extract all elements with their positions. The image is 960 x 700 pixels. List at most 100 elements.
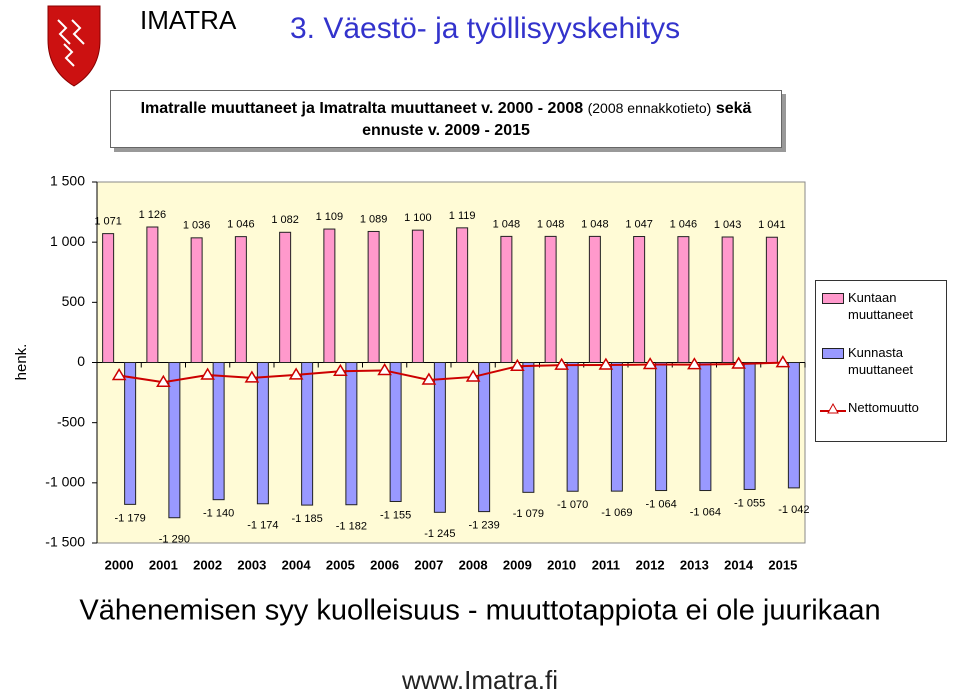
- value-label: -1 174: [247, 520, 278, 532]
- marker: [687, 357, 702, 370]
- value-label: 1 041: [758, 219, 786, 231]
- conclusion: Vähenemisen syy kuolleisuus - muuttotapp…: [79, 595, 880, 627]
- marker: [156, 374, 171, 387]
- bar: [633, 236, 646, 363]
- value-label: -1 069: [601, 507, 632, 519]
- bar: [279, 231, 292, 363]
- y-tick-label: 1 500: [50, 173, 85, 189]
- x-tick-label: 2012: [636, 557, 665, 572]
- value-label: -1 185: [292, 513, 323, 525]
- bar: [411, 229, 424, 363]
- chart-title-note: (2008 ennakkotieto): [587, 100, 712, 116]
- x-tick-label: 2015: [768, 557, 797, 572]
- x-tick-label: 2011: [592, 557, 620, 572]
- x-tick-label: 2007: [414, 557, 443, 572]
- bar: [323, 228, 336, 363]
- legend-label: Nettomuutto: [848, 400, 919, 415]
- value-label: -1 079: [513, 508, 544, 520]
- x-tick-label: 2004: [282, 557, 312, 572]
- value-label: -1 155: [380, 509, 411, 521]
- bar: [522, 362, 535, 493]
- value-label: 1 036: [183, 220, 211, 232]
- bar: [301, 362, 314, 506]
- value-label: 1 048: [493, 218, 521, 230]
- marker: [554, 357, 569, 370]
- bar: [721, 236, 734, 364]
- y-tick-label: -1 500: [45, 534, 85, 550]
- value-label: 1 047: [625, 218, 653, 230]
- bar: [699, 362, 712, 492]
- bar: [367, 230, 380, 363]
- value-label: -1 064: [646, 498, 677, 510]
- bar: [102, 233, 115, 363]
- value-label: 1 109: [316, 211, 344, 223]
- legend: Kuntaan muuttaneet Kunnasta muuttaneet Net…: [815, 280, 947, 442]
- bar: [124, 362, 137, 505]
- x-tick-label: 2010: [547, 557, 576, 572]
- x-tick-label: 2003: [237, 557, 266, 572]
- x-tick-label: 2006: [370, 557, 399, 572]
- x-tick-label: 2009: [503, 557, 532, 572]
- marker: [642, 357, 658, 370]
- y-tick-label: -1 000: [45, 474, 85, 490]
- marker: [731, 356, 746, 369]
- marker: [421, 372, 437, 385]
- value-label: -1 182: [336, 521, 367, 533]
- bar: [433, 362, 446, 513]
- legend-swatch: [820, 401, 846, 415]
- value-label: 1 089: [360, 213, 388, 225]
- chart-title: Imatralle muuttaneet ja Imatralta muutta…: [140, 100, 584, 117]
- y-tick-label: -500: [57, 413, 85, 429]
- brand: IMATRA: [140, 5, 237, 35]
- x-tick-label: 2014: [724, 557, 754, 572]
- marker: [510, 358, 525, 371]
- bar: [655, 362, 668, 492]
- y-tick-label: 1 000: [50, 233, 85, 249]
- value-label: -1 239: [469, 519, 500, 531]
- y-tick-label: 500: [62, 293, 86, 309]
- value-label: -1 055: [734, 497, 765, 509]
- bar: [168, 362, 181, 519]
- value-label: 1 071: [94, 216, 122, 228]
- bar: [610, 362, 623, 492]
- emblem: [47, 5, 101, 87]
- marker: [598, 357, 614, 370]
- marker: [111, 368, 127, 381]
- x-tick-label: 2005: [326, 557, 355, 572]
- bar: [787, 362, 800, 489]
- legend-label: Kunnasta muuttaneet: [848, 345, 914, 377]
- bar: [765, 236, 778, 363]
- value-label: 1 046: [227, 219, 255, 231]
- value-label: -1 245: [424, 528, 455, 540]
- marker: [465, 369, 481, 382]
- value-label: -1 042: [778, 504, 809, 516]
- bar: [743, 362, 756, 490]
- y-axis-label: henk.: [13, 344, 30, 381]
- y-tick-label: 0: [77, 353, 85, 369]
- value-label: 1 126: [139, 209, 167, 221]
- bar: [588, 235, 601, 364]
- legend-swatch: [822, 293, 844, 304]
- bar: [544, 235, 557, 364]
- footer: www.Imatra.fi: [401, 665, 558, 695]
- bar: [212, 362, 225, 501]
- x-tick-label: 2013: [680, 557, 709, 572]
- marker: [288, 367, 304, 380]
- value-label: 1 082: [271, 214, 299, 226]
- legend-label: Kuntaan muuttaneet: [848, 290, 914, 322]
- bar: [500, 235, 513, 364]
- value-label: -1 179: [115, 512, 146, 524]
- x-tick-label: 2000: [105, 557, 134, 572]
- bar: [190, 237, 203, 364]
- bar: [234, 236, 247, 363]
- value-label: -1 070: [557, 499, 588, 511]
- bar: [456, 227, 469, 363]
- heading: 3. Väestö- ja työllisyyskehitys: [290, 12, 680, 45]
- bar: [345, 362, 358, 506]
- value-label: -1 140: [203, 508, 234, 520]
- value-label: -1 290: [159, 534, 190, 546]
- x-tick-label: 2002: [193, 557, 222, 572]
- value-label: 1 046: [670, 219, 698, 231]
- value-label: 1 119: [449, 210, 476, 222]
